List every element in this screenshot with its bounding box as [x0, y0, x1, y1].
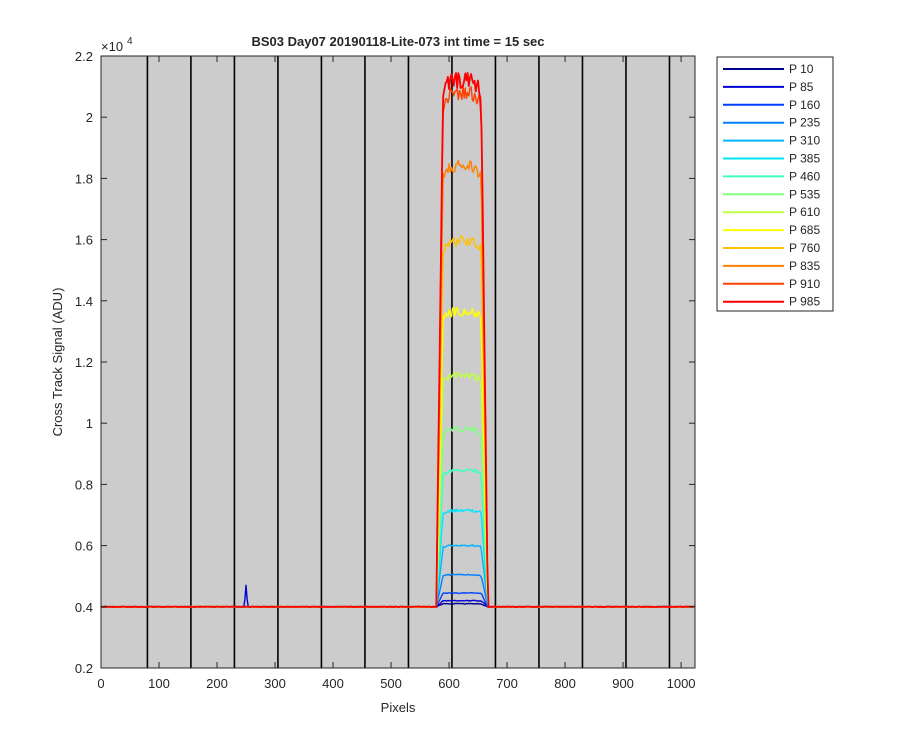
- legend-label-7: P 535: [789, 187, 820, 201]
- y-tick-label-4: 1: [86, 416, 93, 431]
- y-exponent-power: 4: [127, 36, 133, 47]
- legend-label-13: P 985: [789, 295, 820, 309]
- legend-label-3: P 235: [789, 116, 820, 130]
- legend-label-12: P 910: [789, 277, 820, 291]
- y-exponent: ×10 4: [101, 36, 133, 54]
- legend-label-8: P 610: [789, 205, 820, 219]
- x-tick-label-5: 500: [380, 676, 402, 691]
- y-tick-label-5: 1.2: [75, 355, 93, 370]
- x-tick-label-8: 800: [554, 676, 576, 691]
- legend-label-10: P 760: [789, 241, 820, 255]
- chart-title: BS03 Day07 20190118-Lite-073 int time = …: [251, 34, 544, 49]
- y-tick-label-8: 1.8: [75, 171, 93, 186]
- x-tick-label-7: 700: [496, 676, 518, 691]
- legend-label-2: P 160: [789, 98, 820, 112]
- legend-label-11: P 835: [789, 259, 820, 273]
- y-tick-label-0: 0.2: [75, 661, 93, 676]
- legend: P 10 P 85 P 160 P 235 P 310 P 385 P 460 P 535 P …: [716, 56, 834, 312]
- x-tick-label-6: 600: [438, 676, 460, 691]
- y-tick-label-3: 0.8: [75, 477, 93, 492]
- y-tick-label-2: 0.6: [75, 539, 93, 554]
- y-tick-label-6: 1.4: [75, 294, 93, 309]
- x-tick-label-1: 100: [148, 676, 170, 691]
- y-tick-label-10: 2.2: [75, 49, 93, 64]
- y-exponent-base: ×10: [101, 39, 123, 54]
- y-tick-label-7: 1.6: [75, 233, 93, 248]
- legend-label-5: P 385: [789, 152, 820, 166]
- legend-label-0: P 10: [789, 62, 814, 76]
- x-tick-label-2: 200: [206, 676, 228, 691]
- legend-label-4: P 310: [789, 134, 820, 148]
- y-axis-label: Cross Track Signal (ADU): [50, 288, 65, 437]
- x-tick-label-0: 0: [97, 676, 104, 691]
- x-axis-label: Pixels: [381, 700, 416, 715]
- x-tick-label-10: 1000: [667, 676, 696, 691]
- y-axis-ticks: 0.2 0.4 0.6 0.8 1 1.2 1.4 1.6 1.8 2 2.2: [75, 49, 695, 676]
- plot-area: 0 100 200 300 400 500 600 700 800 900 1000 0.20.40…: [75, 49, 696, 691]
- x-tick-label-3: 300: [264, 676, 286, 691]
- legend-label-6: P 460: [789, 169, 820, 183]
- legend-box: [716, 56, 834, 312]
- legend-label-9: P 685: [789, 223, 820, 237]
- y-tick-label-9: 2: [86, 110, 93, 125]
- y-tick-label-1: 0.4: [75, 600, 93, 615]
- x-axis-ticks: 0 100 200 300 400 500 600 700 800 900 1000: [97, 56, 696, 691]
- legend-label-1: P 85: [789, 80, 814, 94]
- x-tick-label-4: 400: [322, 676, 344, 691]
- series-line-p-985: [100, 72, 696, 608]
- series-group: [100, 72, 696, 608]
- x-tick-label-9: 900: [612, 676, 634, 691]
- legend-items: P 10 P 85 P 160 P 235 P 310 P 385 P 460 P 535 P …: [723, 62, 820, 309]
- axes-background: [101, 56, 695, 668]
- vertical-lines: [146, 56, 671, 668]
